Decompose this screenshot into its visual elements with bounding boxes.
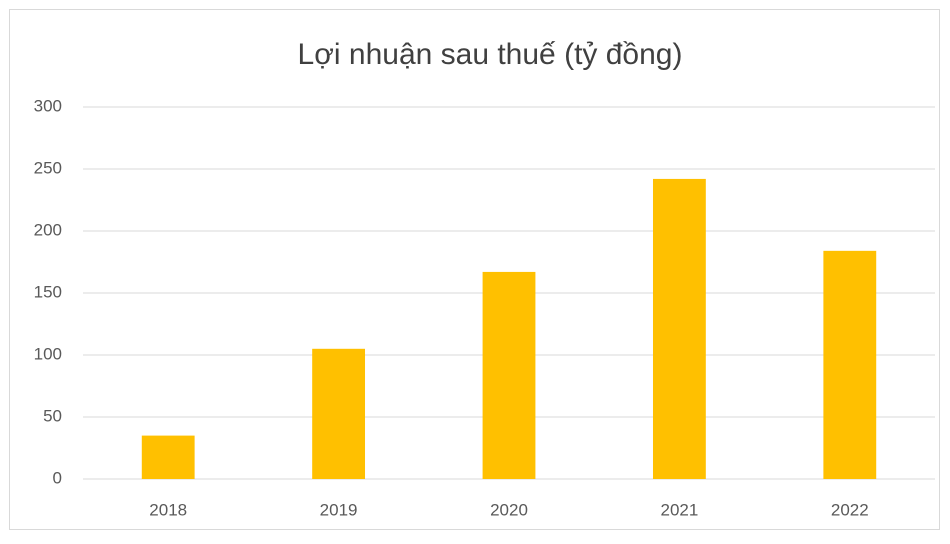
x-tick-label: 2020	[490, 500, 528, 519]
y-tick-label: 200	[34, 220, 62, 239]
bar	[652, 178, 706, 480]
chart-title: Lợi nhuận sau thuế (tỷ đồng)	[298, 38, 683, 71]
x-tick-label: 2021	[660, 500, 698, 519]
bar	[312, 348, 366, 479]
y-tick-label: 150	[34, 282, 62, 301]
y-tick-label: 100	[34, 344, 62, 363]
bar	[482, 271, 536, 479]
x-tick-label: 2019	[320, 500, 358, 519]
x-tick-label: 2018	[149, 500, 187, 519]
y-tick-label: 250	[34, 158, 62, 177]
bar	[141, 435, 195, 479]
x-tick-label: 2022	[831, 500, 869, 519]
bar	[823, 250, 877, 479]
y-tick-label: 300	[34, 96, 62, 115]
y-tick-label: 50	[43, 406, 62, 425]
y-tick-label: 0	[53, 468, 62, 487]
